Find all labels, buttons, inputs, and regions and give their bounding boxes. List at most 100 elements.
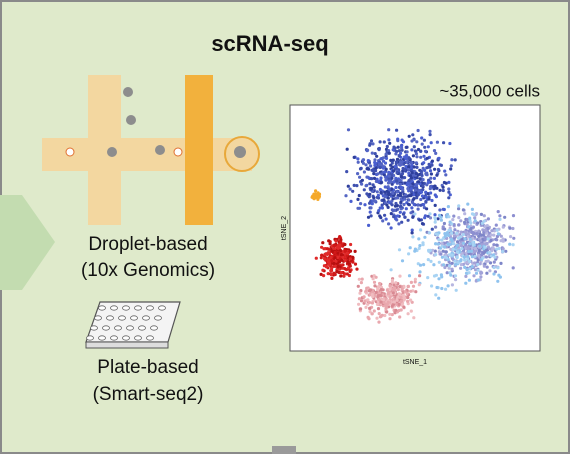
cell-point bbox=[441, 185, 445, 189]
cell-point bbox=[459, 230, 463, 234]
cell-point bbox=[411, 154, 415, 158]
cell-point bbox=[464, 271, 469, 275]
cell-point bbox=[473, 216, 477, 220]
cell-point bbox=[399, 207, 403, 211]
cell-point bbox=[427, 162, 431, 166]
cell-point bbox=[410, 139, 414, 143]
cell-point bbox=[423, 216, 427, 220]
cell-point bbox=[433, 249, 437, 253]
cell-point bbox=[450, 267, 454, 271]
cell-point bbox=[407, 179, 411, 183]
cell-point bbox=[322, 247, 326, 251]
cell-point bbox=[463, 237, 467, 241]
cell-point bbox=[455, 250, 459, 254]
cell-point bbox=[429, 259, 433, 263]
cell-point bbox=[476, 262, 480, 267]
cell-point bbox=[339, 274, 343, 278]
cell-point bbox=[334, 259, 338, 263]
cell-point bbox=[461, 233, 465, 237]
cell-point bbox=[401, 293, 405, 297]
cell-point bbox=[332, 261, 336, 266]
cell-point bbox=[416, 203, 420, 207]
cell-point bbox=[386, 205, 390, 209]
cell-point bbox=[444, 173, 448, 177]
cell-point bbox=[409, 280, 413, 284]
cell-point bbox=[364, 163, 368, 167]
cell-point bbox=[422, 203, 426, 207]
cell-point bbox=[405, 150, 409, 154]
cell-point bbox=[416, 147, 421, 152]
cell-point bbox=[314, 189, 318, 193]
cell-point bbox=[406, 295, 410, 300]
cell-point bbox=[447, 196, 451, 200]
cell-point bbox=[422, 161, 426, 165]
cell-point bbox=[495, 234, 499, 239]
cell-point bbox=[501, 237, 505, 241]
cell-point bbox=[393, 164, 397, 169]
cell-point bbox=[438, 188, 442, 192]
cell-point bbox=[358, 167, 363, 171]
cell-point bbox=[440, 238, 444, 242]
cell-point bbox=[410, 171, 414, 175]
cell-point bbox=[370, 177, 374, 181]
cell-point bbox=[360, 277, 364, 281]
cell-point bbox=[437, 296, 441, 300]
cell-point bbox=[426, 165, 430, 169]
cell-point bbox=[320, 245, 324, 249]
x-axis-label: tSNE_1 bbox=[403, 359, 427, 366]
cell-point bbox=[362, 295, 366, 299]
cell-point bbox=[484, 255, 488, 259]
cell-point bbox=[369, 288, 373, 292]
cell-point bbox=[406, 284, 410, 288]
cell-point bbox=[499, 234, 503, 238]
cell-point bbox=[437, 156, 441, 160]
cell-point bbox=[373, 152, 377, 156]
cell-point bbox=[476, 258, 480, 262]
cell-point bbox=[415, 196, 419, 200]
cell-point bbox=[511, 243, 515, 247]
cell-point bbox=[466, 232, 470, 236]
cell-point bbox=[373, 284, 377, 288]
cell-point bbox=[364, 305, 368, 309]
cell-point bbox=[416, 207, 420, 211]
cell-point bbox=[387, 151, 391, 155]
cell-point bbox=[403, 176, 407, 180]
cell-point bbox=[358, 291, 362, 295]
cell-point bbox=[377, 146, 381, 151]
cell-point bbox=[413, 188, 417, 192]
cell-point bbox=[370, 301, 374, 305]
cell-point bbox=[424, 200, 428, 204]
cell-point bbox=[329, 255, 333, 259]
cell-point bbox=[372, 280, 377, 284]
cell-point bbox=[410, 300, 414, 304]
cell-point bbox=[432, 263, 436, 267]
cell-point bbox=[356, 197, 360, 201]
cell-point bbox=[389, 158, 393, 162]
cell-point bbox=[327, 262, 331, 267]
cell-point bbox=[392, 145, 396, 149]
method-detail: (Smart-seq2) bbox=[93, 384, 204, 405]
cell-point bbox=[369, 214, 373, 218]
cell-point bbox=[393, 288, 397, 293]
cell-point bbox=[396, 145, 400, 149]
cell-point bbox=[495, 228, 499, 232]
cell-point bbox=[417, 283, 421, 287]
cell-point bbox=[433, 203, 437, 207]
cell-point bbox=[366, 215, 371, 219]
well bbox=[122, 335, 130, 341]
cell-point bbox=[486, 234, 490, 238]
cell-point bbox=[402, 305, 406, 309]
cell-point bbox=[387, 138, 391, 142]
cell-point bbox=[467, 278, 471, 282]
cell-point bbox=[471, 231, 475, 235]
cell-point bbox=[386, 300, 390, 304]
cell-point bbox=[357, 302, 361, 306]
cell-point bbox=[394, 217, 398, 221]
cell-point bbox=[404, 207, 408, 211]
cell-point bbox=[441, 188, 445, 193]
cell-point bbox=[415, 165, 419, 169]
cell-point bbox=[398, 274, 402, 278]
cell-point bbox=[403, 167, 407, 172]
cell-point bbox=[359, 299, 364, 303]
cell bbox=[107, 147, 117, 157]
